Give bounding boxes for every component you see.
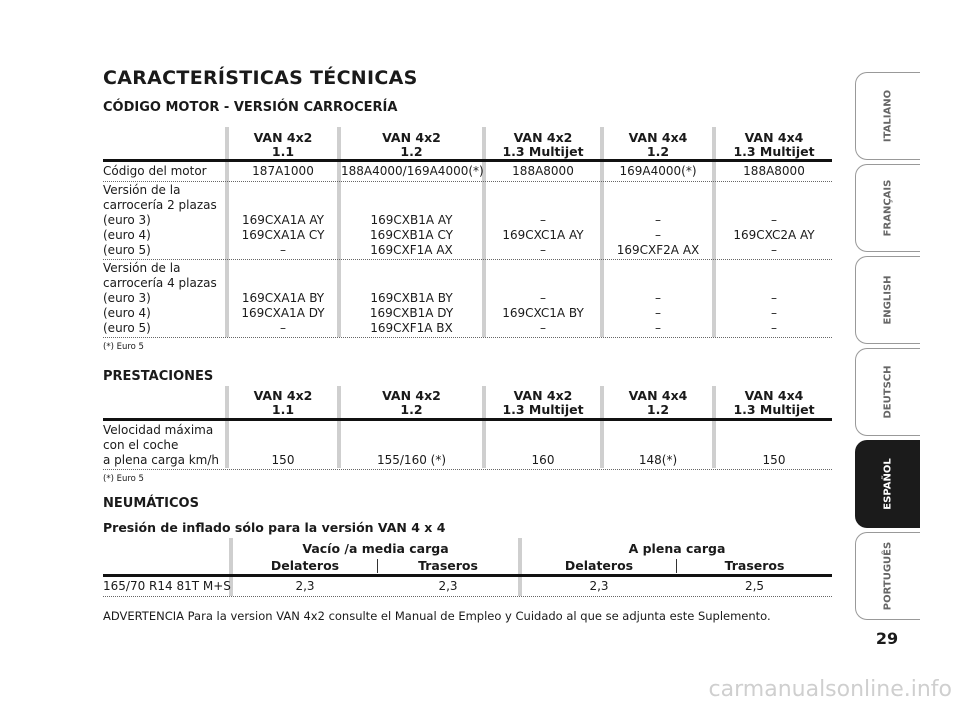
table-cell: 169CXB1A BY 169CXB1A DY 169CXF1A BX [369, 291, 454, 335]
table-cell: 188A4000/169A4000(*) [341, 164, 484, 178]
tyre-pressure-subheading: Presión de inflado sólo para la versión … [103, 520, 446, 535]
column-divider [712, 386, 716, 468]
table-cell: 155/160 (*) [376, 453, 447, 467]
table-cell: – 169CXC1A AY – [502, 213, 584, 257]
table-cell: 169CXB1A AY 169CXB1A CY 169CXF1A AX [370, 213, 453, 257]
table-cell: 2,5 [744, 579, 765, 593]
column-header: VAN 4x2 1.1 [253, 130, 313, 159]
row-label: 165/70 R14 81T M+S [103, 579, 231, 593]
column-header: Traseros [724, 558, 785, 573]
header-rule [103, 418, 832, 421]
row-divider [103, 337, 832, 338]
column-divider [600, 386, 604, 468]
column-header: VAN 4x4 1.3 Multijet [733, 388, 815, 417]
column-divider [600, 127, 604, 337]
column-divider [712, 127, 716, 337]
column-divider [518, 538, 522, 596]
tab-francais[interactable]: FRANÇAIS [855, 164, 920, 252]
sub-column-divider [377, 559, 378, 573]
section-heading-performance: PRESTACIONES [103, 369, 214, 384]
column-header: VAN 4x2 1.3 Multijet [502, 388, 584, 417]
footnote: (*) Euro 5 [103, 342, 144, 352]
column-header: VAN 4x4 1.2 [628, 130, 688, 159]
table-cell: – 169CXC2A AY – [733, 213, 815, 257]
table-cell: 169CXA1A BY 169CXA1A DY – [241, 291, 325, 335]
column-header: Delateros [564, 558, 634, 573]
table-cell: 188A8000 [512, 164, 574, 178]
row-label: Velocidad máxima con el coche a plena ca… [103, 423, 220, 467]
row-label: Código del motor [103, 164, 207, 178]
column-divider [337, 127, 341, 337]
column-divider [225, 386, 229, 468]
column-divider [337, 386, 341, 468]
column-header: VAN 4x2 1.1 [253, 388, 313, 417]
column-header: VAN 4x2 1.2 [382, 130, 441, 159]
watermark: carmanualsonline.info [708, 677, 952, 702]
table-cell: – 169CXC1A BY – [502, 291, 584, 335]
tab-portugues[interactable]: PORTUGUÊS [855, 532, 920, 620]
column-header: Delateros [270, 558, 340, 573]
table-cell: 2,3 [438, 579, 458, 593]
table-cell: 169CXA1A AY 169CXA1A CY – [241, 213, 325, 257]
table-cell: 2,3 [589, 579, 609, 593]
table-cell: 169A4000(*) [619, 164, 697, 178]
table-cell: 160 [531, 453, 555, 467]
table-cell: 187A1000 [252, 164, 314, 178]
table-cell: 150 [271, 453, 295, 467]
table-cell: – – – [771, 291, 777, 335]
table-cell: 150 [762, 453, 786, 467]
section-heading-engine: CÓDIGO MOTOR - VERSIÓN CARROCERÍA [103, 100, 398, 115]
row-divider [103, 469, 832, 470]
table-cell: 188A8000 [743, 164, 805, 178]
group-header: Vacío /a media carga [302, 541, 449, 556]
column-header: VAN 4x4 1.3 Multijet [733, 130, 815, 159]
column-header: VAN 4x4 1.2 [628, 388, 688, 417]
column-header: VAN 4x2 1.3 Multijet [502, 130, 584, 159]
sub-column-divider [676, 559, 677, 573]
row-divider [103, 596, 832, 597]
row-label: Versión de la carrocería 4 plazas (euro … [103, 261, 217, 335]
footnote: (*) Euro 5 [103, 474, 144, 484]
column-divider [229, 538, 233, 596]
tab-espanol[interactable]: ESPAÑOL [855, 440, 920, 528]
column-divider [225, 127, 229, 337]
row-divider [103, 181, 832, 182]
column-header: VAN 4x2 1.2 [382, 388, 441, 417]
header-rule [103, 574, 832, 577]
table-cell: 2,3 [295, 579, 315, 593]
table-cell: – – – [655, 291, 661, 335]
column-divider [482, 386, 486, 468]
tab-italiano[interactable]: ITALIANO [855, 72, 920, 160]
warning-text: ADVERTENCIA Para la version VAN 4x2 cons… [103, 609, 771, 623]
column-header: Traseros [418, 558, 478, 573]
table-cell: – – 169CXF2A AX [616, 213, 700, 257]
tab-deutsch[interactable]: DEUTSCH [855, 348, 920, 436]
section-heading-tyres: NEUMÁTICOS [103, 496, 199, 511]
header-rule [103, 159, 832, 162]
table-cell: 148(*) [638, 453, 678, 467]
row-divider [103, 259, 832, 260]
tab-english[interactable]: ENGLISH [855, 256, 920, 344]
page-title: CARACTERÍSTICAS TÉCNICAS [103, 67, 418, 89]
column-divider [482, 127, 486, 337]
row-label: Versión de la carrocería 2 plazas (euro … [103, 183, 217, 257]
page-number: 29 [875, 629, 899, 648]
group-header: A plena carga [628, 541, 726, 556]
